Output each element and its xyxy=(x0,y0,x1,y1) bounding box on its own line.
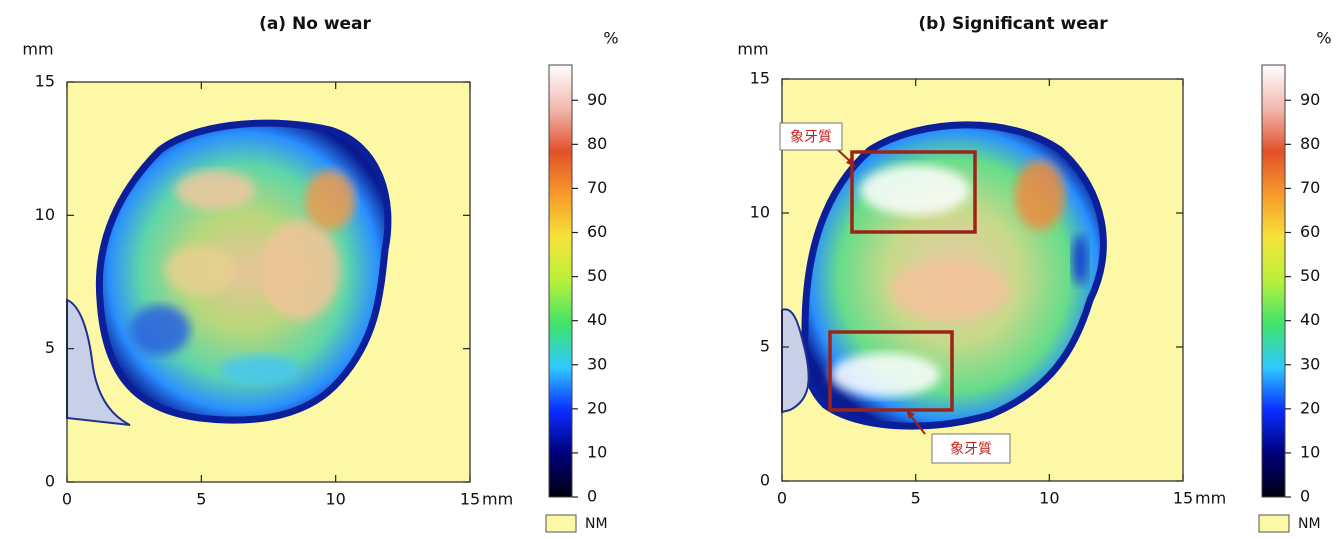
y-axis-label: mm xyxy=(22,40,53,59)
colorbar-tick-label: 70 xyxy=(587,178,607,197)
colorbar-tick-label: 70 xyxy=(1300,178,1320,197)
y-tick-label: 10 xyxy=(750,203,770,222)
arrow-head xyxy=(846,157,856,167)
scan-image xyxy=(66,119,392,426)
x-tick-label: 15 xyxy=(460,490,480,509)
scan-fragment xyxy=(66,298,131,426)
colorbar-tick-label: 0 xyxy=(1300,487,1310,506)
scan-feature xyxy=(175,170,255,210)
scan-feature xyxy=(1072,235,1088,285)
colorbar-tick-label: 30 xyxy=(1300,354,1320,373)
nm-label: NM xyxy=(585,516,608,532)
highlight-box xyxy=(850,150,977,234)
colorbar xyxy=(548,64,573,498)
scan-feature xyxy=(860,165,970,215)
scan-feature xyxy=(165,245,235,295)
colorbar-tick-label: 30 xyxy=(587,354,607,373)
scan-feature xyxy=(220,355,300,385)
colorbar-tick-label: 0 xyxy=(587,487,597,506)
y-tick-label: 15 xyxy=(750,69,770,88)
x-tick-label: 0 xyxy=(62,490,72,509)
y-tick-label: 5 xyxy=(45,338,55,357)
colorbar-tick-label: 50 xyxy=(1300,266,1320,285)
y-tick-label: 10 xyxy=(35,205,55,224)
colorbar-tick-label: 10 xyxy=(587,442,607,461)
scan-feature xyxy=(260,220,340,320)
scan-feature xyxy=(130,305,190,355)
colorbar-tick-label: 90 xyxy=(1300,90,1320,109)
y-tick-label: 0 xyxy=(45,472,55,491)
x-tick-label: 5 xyxy=(196,490,206,509)
colorbar xyxy=(1261,64,1286,498)
colorbar-tick-label: 90 xyxy=(587,90,607,109)
colorbar-tick-label: 40 xyxy=(1300,310,1320,329)
colorbar-label: % xyxy=(1316,29,1331,48)
colorbar-label: % xyxy=(603,29,618,48)
annotation-arrow xyxy=(909,414,926,435)
colorbar-tick-label: 80 xyxy=(1300,134,1320,153)
x-axis-label: mm xyxy=(1195,489,1226,508)
y-tick-label: 15 xyxy=(35,72,55,91)
x-tick-label: 15 xyxy=(1173,489,1193,508)
scan-feature xyxy=(830,353,940,397)
arrow-head xyxy=(906,410,915,419)
colorbar-tick-label: 80 xyxy=(587,134,607,153)
highlight-box xyxy=(828,330,954,412)
colorbar-tick-label: 10 xyxy=(1300,442,1320,461)
colorbar-tick-label: 50 xyxy=(587,266,607,285)
nm-swatch xyxy=(545,514,577,533)
scan-feature xyxy=(1015,160,1065,230)
x-tick-label: 10 xyxy=(325,490,345,509)
annotation-box xyxy=(931,433,1011,464)
panel-title: (a) No wear xyxy=(259,14,371,34)
nm-swatch xyxy=(1258,514,1290,533)
colorbar-tick-label: 60 xyxy=(1300,222,1320,241)
scan-fragment xyxy=(781,308,810,414)
scan-feature xyxy=(890,260,1010,320)
plot-frame xyxy=(66,81,471,483)
x-tick-label: 0 xyxy=(777,489,787,508)
y-tick-label: 0 xyxy=(760,471,770,490)
x-axis-label: mm xyxy=(482,490,513,509)
annotation-label: 象牙質 xyxy=(790,130,832,146)
y-tick-label: 5 xyxy=(760,337,770,356)
colorbar-tick-label: 40 xyxy=(587,310,607,329)
x-tick-label: 5 xyxy=(911,489,921,508)
plot-frame xyxy=(781,78,1184,482)
scan-image xyxy=(781,121,1107,430)
nm-label: NM xyxy=(1298,516,1321,532)
annotation-box xyxy=(779,122,843,151)
scan-feature xyxy=(305,170,355,230)
x-tick-label: 10 xyxy=(1039,489,1059,508)
annotation-label: 象牙質 xyxy=(950,442,992,458)
colorbar-tick-label: 20 xyxy=(587,398,607,417)
colorbar-tick-label: 60 xyxy=(587,222,607,241)
colorbar-tick-label: 20 xyxy=(1300,398,1320,417)
panel-title: (b) Significant wear xyxy=(918,14,1108,34)
y-axis-label: mm xyxy=(737,40,768,59)
